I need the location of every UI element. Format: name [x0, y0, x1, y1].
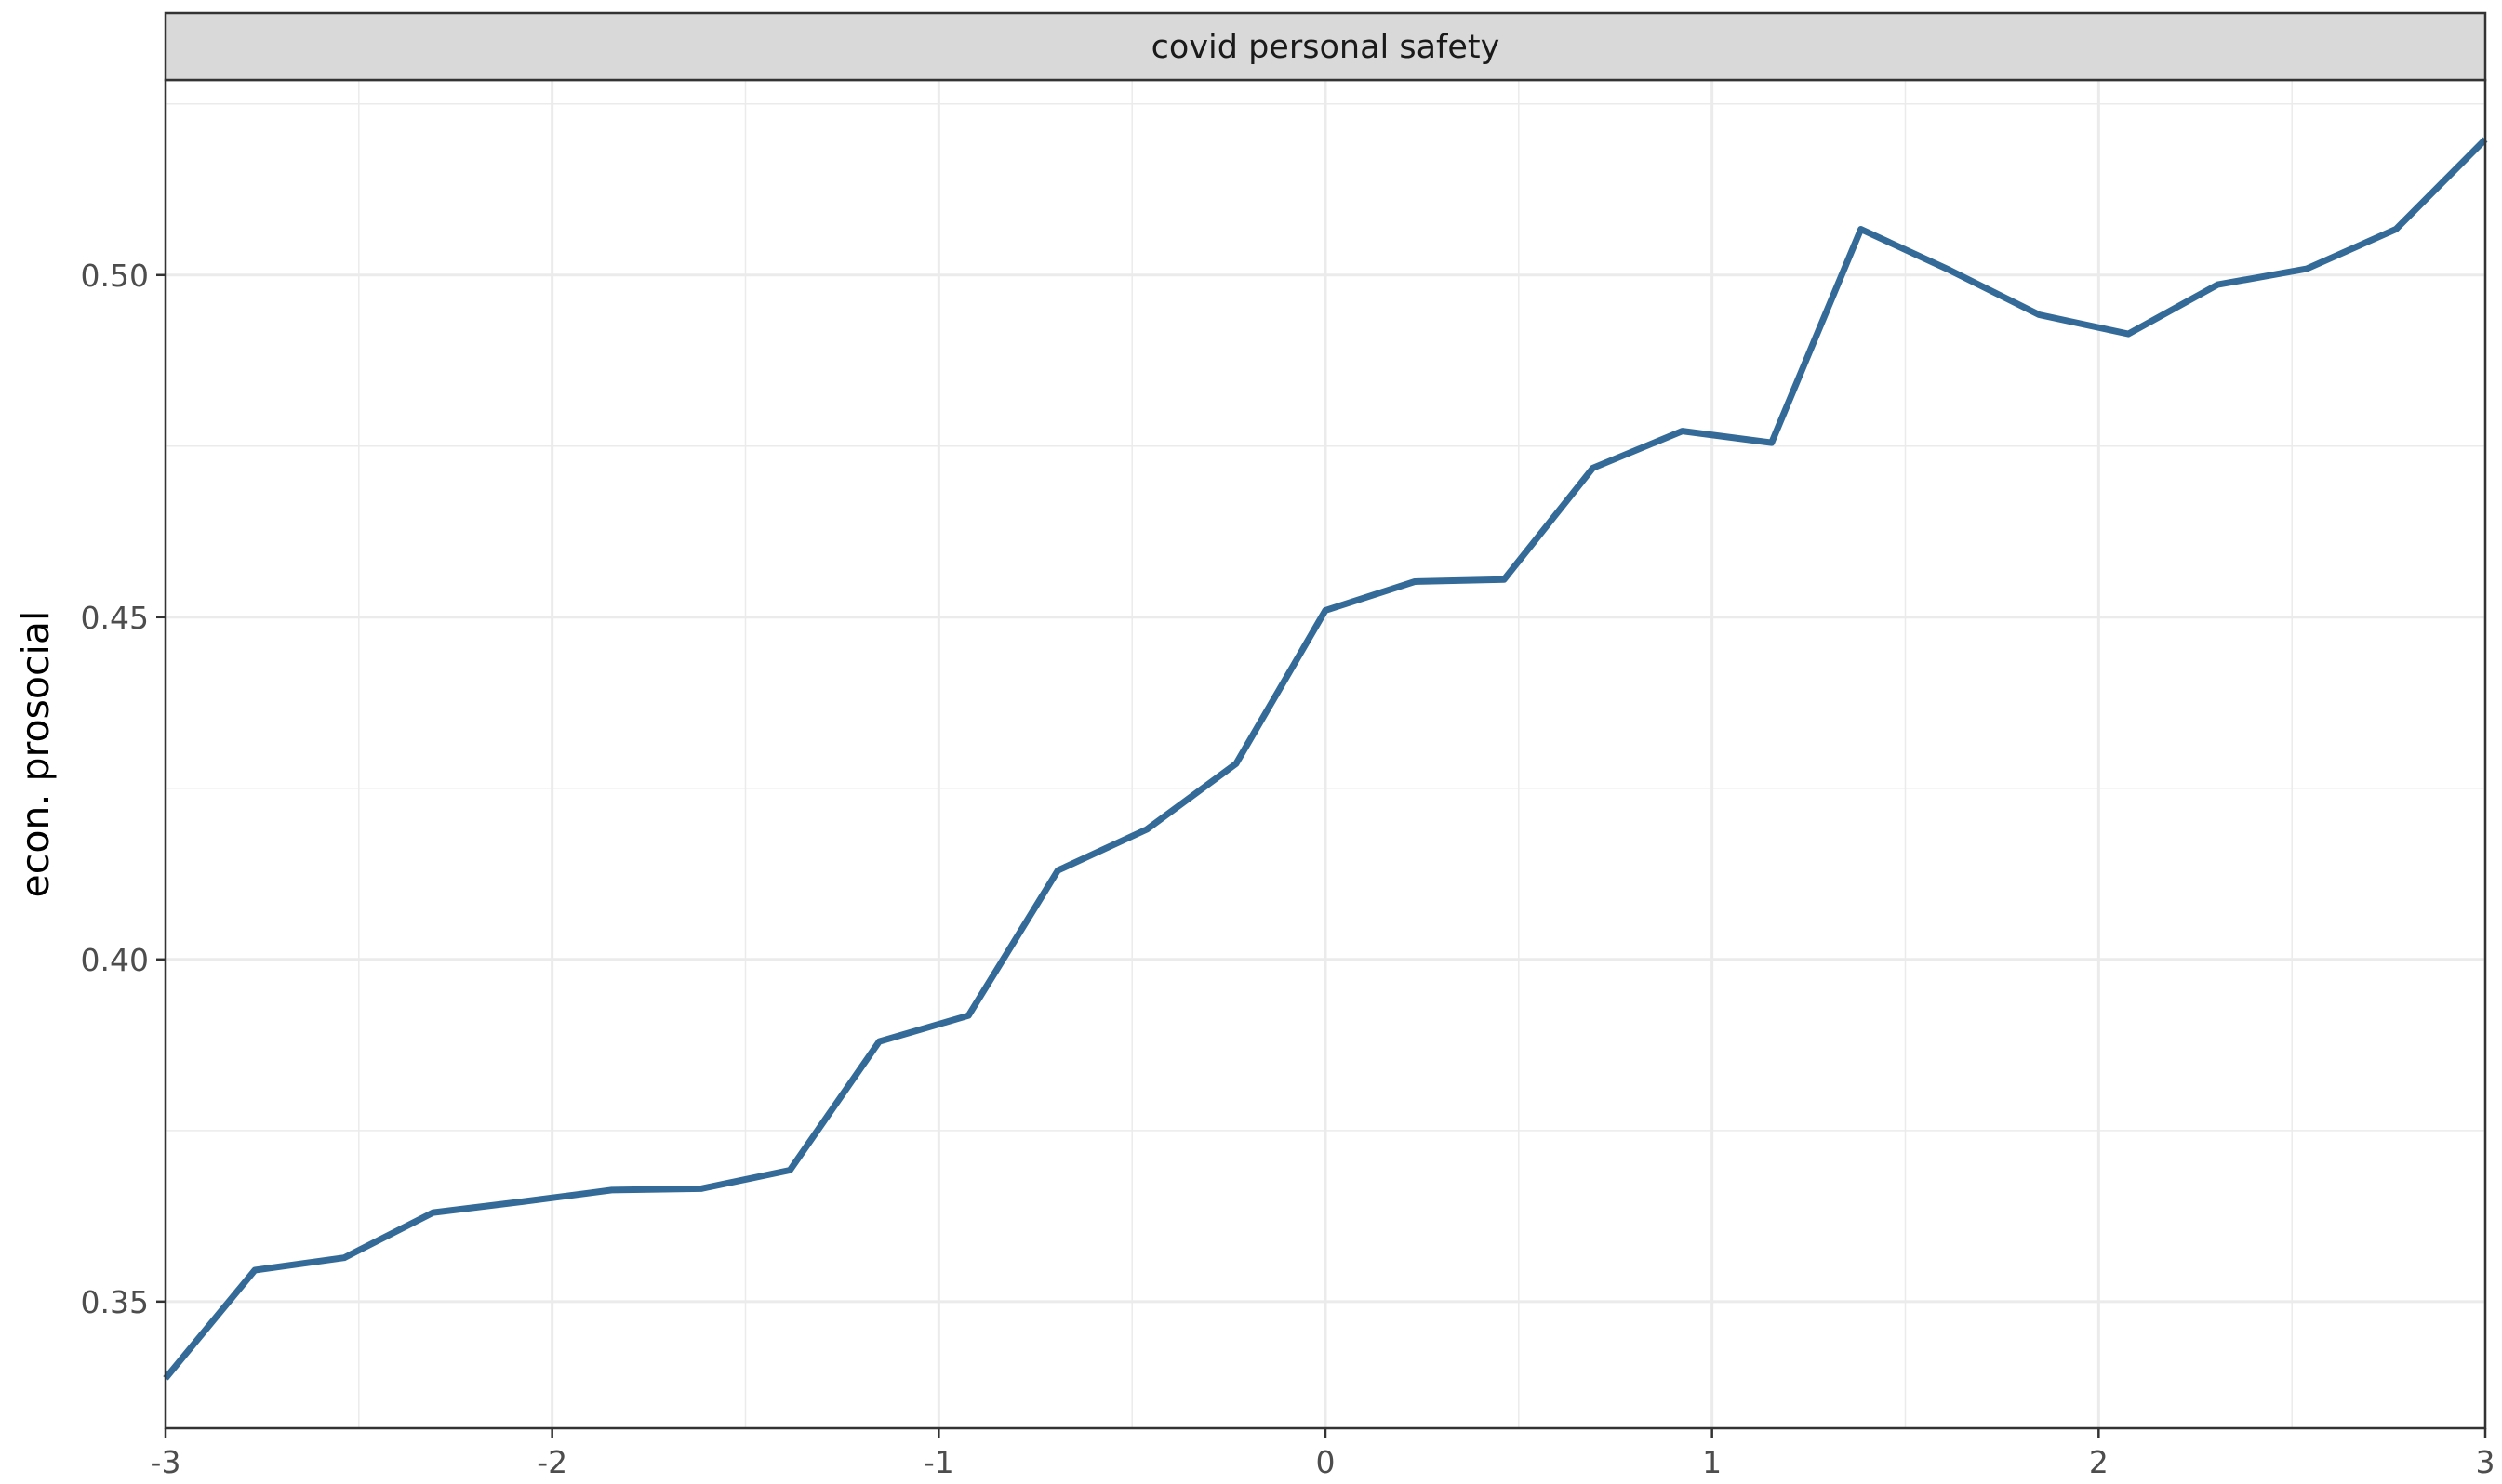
series-line [163, 137, 2488, 1381]
x-tick-label: 1 [1702, 1444, 1722, 1480]
x-tick-label: 2 [2089, 1444, 2109, 1480]
y-axis: 0.35 0.40 0.45 0.50 [81, 258, 166, 1320]
x-tick-label: -3 [151, 1444, 181, 1480]
y-tick-label: 0.45 [81, 600, 149, 636]
x-tick-label: 3 [2476, 1444, 2495, 1480]
y-tick-label: 0.50 [81, 258, 149, 294]
y-axis-title: econ. prosocial [13, 611, 58, 898]
facet-strip: covid personal safety [164, 11, 2487, 82]
x-tick-label: 0 [1316, 1444, 1336, 1480]
x-tick-label: -1 [924, 1444, 954, 1480]
facet-strip-label: covid personal safety [1151, 29, 1500, 66]
x-axis: -3 -2 -1 0 1 2 3 [151, 1428, 2495, 1480]
series-line-layer [163, 137, 2488, 1381]
y-tick-label: 0.35 [81, 1284, 149, 1320]
x-tick-label: -2 [537, 1444, 567, 1480]
facet-strip-background [164, 11, 2487, 82]
y-tick-label: 0.40 [81, 942, 149, 978]
